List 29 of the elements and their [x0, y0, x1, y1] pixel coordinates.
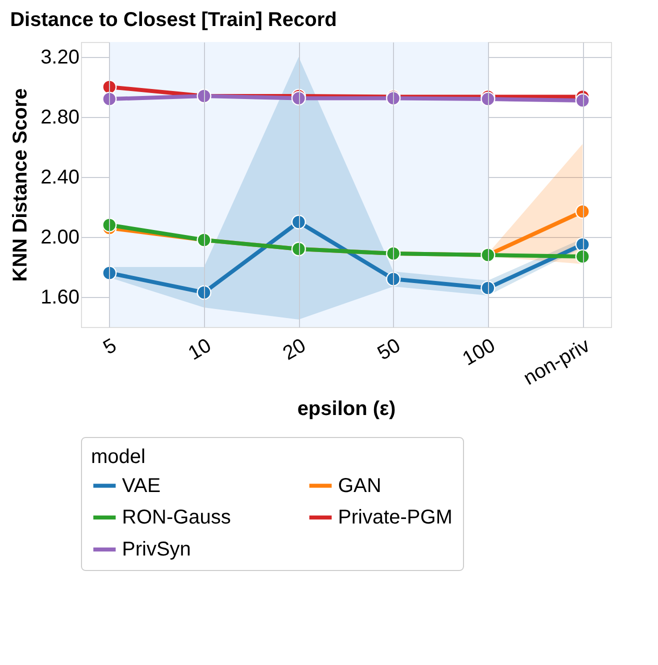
- point: [196, 285, 212, 300]
- legend-label: PrivSyn: [122, 538, 191, 560]
- point: [102, 266, 117, 280]
- point: [386, 272, 401, 286]
- point: [102, 92, 117, 106]
- legend-label: Private-PGM: [338, 506, 452, 528]
- legend-label: GAN: [338, 474, 382, 497]
- point: [102, 218, 117, 232]
- y-tick-label: 1.60: [40, 286, 80, 308]
- legend-title: model: [91, 446, 146, 468]
- y-tick-label: 2.00: [40, 226, 80, 248]
- point: [575, 249, 590, 264]
- legend-label: RON-Gauss: [122, 506, 231, 528]
- y-tick-label: 2.80: [40, 106, 80, 128]
- x-tick-label: 100: [459, 334, 499, 370]
- y-axis-title: KNN Distance Score: [10, 88, 32, 282]
- y-tick-label: 2.40: [40, 166, 80, 188]
- x-axis-title: epsilon (ε): [297, 398, 396, 420]
- point: [480, 280, 496, 296]
- x-tick-label: 20: [279, 334, 310, 365]
- x-tick-label: 5: [100, 334, 120, 360]
- legend-label: VAE: [122, 474, 161, 497]
- point: [575, 204, 590, 219]
- x-tick-label: 50: [374, 334, 404, 365]
- x-tick-label: 10: [184, 334, 216, 365]
- y-tick-label: 3.20: [40, 46, 80, 68]
- point: [575, 93, 590, 108]
- point: [291, 214, 306, 230]
- chart-title: Distance to Closest [Train] Record: [10, 9, 337, 31]
